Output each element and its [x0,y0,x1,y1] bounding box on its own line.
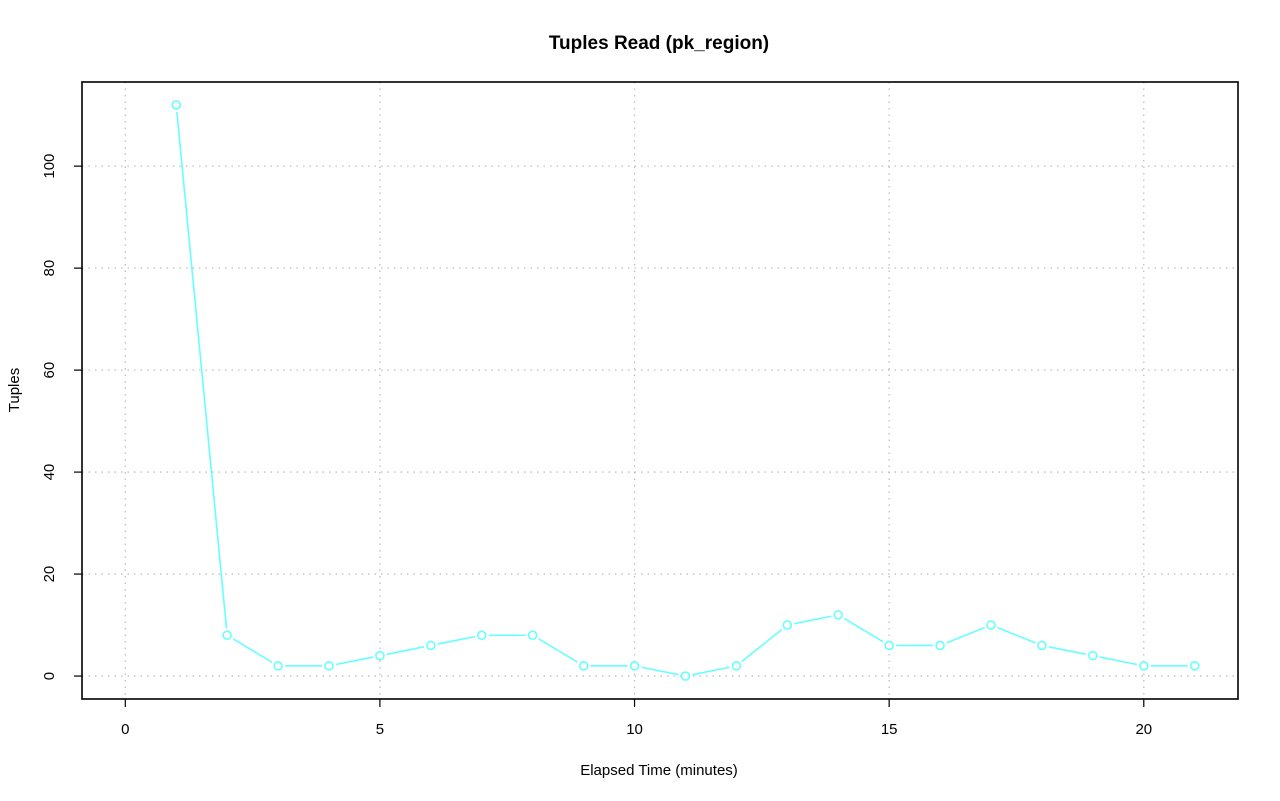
data-point [1138,661,1149,671]
x-tick-label: 20 [1135,721,1152,738]
y-tick-label: 40 [41,464,58,481]
data-point [426,640,436,651]
series-segment [232,638,273,663]
data-point [171,100,182,110]
data-point [527,630,538,641]
data-point [375,650,385,661]
x-axis-label: Elapsed Time (minutes) [580,762,738,779]
series-segment [741,628,783,663]
data-point [986,620,996,630]
x-tick-label: 10 [626,721,643,738]
data-point [680,671,691,681]
data-point [1037,640,1047,651]
series-segment [1048,646,1087,656]
series-segment [946,626,985,644]
grid [82,82,1238,699]
x-tick-label: 0 [121,721,129,738]
data-point [884,640,894,651]
series-segment [437,635,476,645]
data-point [324,661,334,671]
y-axis: 0 20 40 60 80 100 [41,154,82,680]
data-point [833,610,844,620]
y-axis-label: Tuples [6,368,23,412]
y-tick-label: 80 [41,260,58,277]
series [171,100,1200,681]
series-segment [843,617,884,643]
data-point [935,640,945,651]
series-segment [794,615,832,625]
series-segment [641,666,679,676]
y-tick-label: 60 [41,362,58,379]
chart-title: Tuples Read (pk_region) [549,33,769,54]
data-point [273,661,283,671]
data-point [578,661,589,671]
series-segment [997,626,1036,644]
y-tick-label: 20 [41,566,58,583]
data-point [629,661,640,671]
series-segment [538,638,579,663]
x-axis: 0 5 10 15 20 [121,699,1152,738]
series-segment [386,646,425,656]
series-segment [335,656,374,666]
x-tick-label: 15 [881,721,898,738]
y-tick-label: 0 [41,672,58,680]
data-point [476,630,487,641]
series-segment [692,666,730,676]
data-point [1189,661,1200,671]
plot-area-border [81,81,1239,700]
series-segment [176,111,228,629]
data-point [1088,650,1098,661]
data-point [731,661,742,671]
data-point [222,630,232,641]
series-segment [1099,656,1138,666]
y-tick-label: 100 [41,154,58,179]
series-layer [171,100,1200,681]
data-point [782,620,793,630]
x-tick-label: 5 [376,721,384,738]
